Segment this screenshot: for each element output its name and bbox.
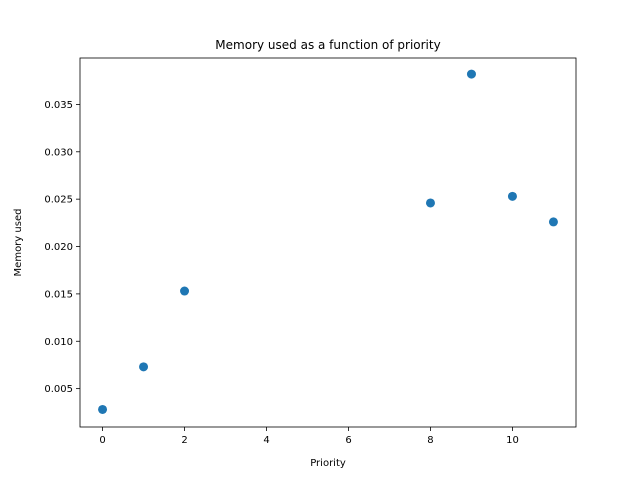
plot-area xyxy=(80,58,576,427)
plot-frame xyxy=(79,57,577,428)
chart-title: Memory used as a function of priority xyxy=(215,38,440,52)
data-point xyxy=(180,286,190,296)
data-point xyxy=(98,404,108,414)
x-tick-label: 8 xyxy=(427,435,433,446)
y-axis-label: Memory used xyxy=(13,209,24,277)
x-tick-label: 2 xyxy=(181,435,187,446)
y-tick-label: 0.005 xyxy=(44,384,73,395)
data-point xyxy=(507,191,517,201)
y-tick-label: 0.015 xyxy=(44,289,73,300)
y-tick-label: 0.035 xyxy=(44,100,73,111)
data-point xyxy=(139,362,149,372)
y-axis-ticks: 0.005 0.010 0.015 0.020 0.025 0.030 0.035 xyxy=(44,100,80,395)
x-tick-label: 4 xyxy=(263,435,269,446)
y-tick-label: 0.010 xyxy=(44,337,73,348)
y-tick-label: 0.030 xyxy=(44,147,73,158)
data-point xyxy=(425,198,435,208)
x-axis-label: Priority xyxy=(310,458,346,469)
data-point xyxy=(466,69,476,79)
data-points xyxy=(98,69,558,414)
x-tick-label: 6 xyxy=(345,435,351,446)
data-point xyxy=(548,217,558,227)
y-tick-label: 0.025 xyxy=(44,195,73,206)
x-tick-label: 10 xyxy=(506,435,519,446)
y-tick-label: 0.020 xyxy=(44,242,73,253)
x-tick-label: 0 xyxy=(99,435,105,446)
x-axis-ticks: 0 2 4 6 8 10 xyxy=(99,427,519,446)
